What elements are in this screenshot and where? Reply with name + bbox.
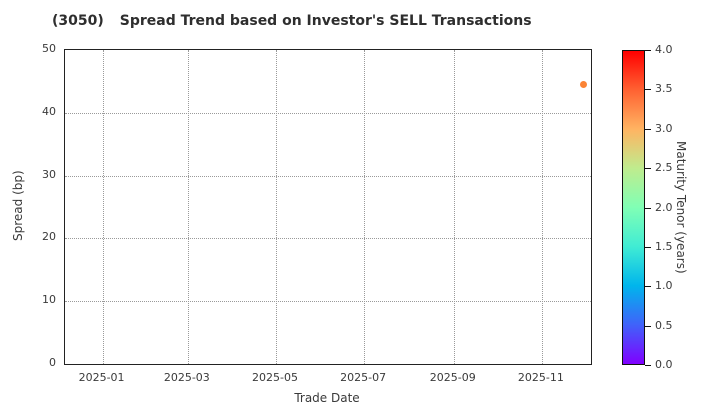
gridline-vertical [541, 50, 543, 364]
gridline-horizontal [65, 175, 591, 177]
colorbar-tick-mark [645, 365, 651, 366]
y-tick-label: 50 [42, 42, 56, 55]
colorbar-tick-mark [645, 50, 651, 51]
colorbar-tick-label: 0.5 [655, 318, 673, 332]
colorbar-tick-mark [645, 89, 651, 91]
gridline-vertical [275, 50, 277, 364]
colorbar-tick-mark [645, 207, 651, 209]
y-tick-label: 10 [42, 293, 56, 307]
colorbar-gradient [623, 51, 644, 364]
chart-title-text: Spread Trend based on Investor's SELL Tr… [119, 13, 532, 29]
y-tick-label: 30 [42, 167, 56, 181]
gridline-vertical [102, 50, 104, 364]
x-tick-label: 2025-05 [251, 371, 298, 384]
colorbar-tick-mark [645, 128, 651, 130]
colorbar-tick-label: 0.0 [655, 358, 673, 371]
chart-title-code: (3050) [52, 13, 104, 29]
colorbar-tick-mark [645, 168, 651, 170]
colorbar-tick-label: 4.0 [655, 43, 673, 56]
colorbar-tick-label: 3.5 [655, 82, 673, 96]
gridline-vertical [364, 50, 366, 364]
colorbar [622, 50, 645, 365]
y-axis-label: Spread (bp) [11, 170, 25, 242]
data-point [580, 81, 588, 89]
x-tick-label: 2025-09 [429, 371, 476, 384]
gridline-vertical [453, 50, 455, 364]
chart-title: (3050) Spread Trend based on Investor's … [52, 13, 532, 29]
colorbar-tick-mark [645, 325, 651, 327]
y-tick-label: 20 [42, 230, 56, 244]
y-tick-label: 40 [42, 104, 56, 118]
x-tick-label: 2025-07 [340, 371, 387, 384]
x-tick-label: 2025-01 [78, 371, 125, 384]
x-tick-label: 2025-11 [517, 371, 564, 384]
colorbar-tick-label: 3.0 [655, 121, 673, 135]
colorbar-label: Maturity Tenor (years) [674, 141, 688, 274]
gridline-vertical [187, 50, 189, 364]
x-tick-label: 2025-03 [163, 371, 210, 384]
gridline-horizontal [65, 301, 591, 303]
colorbar-tick-label: 2.0 [655, 200, 673, 214]
plot-area [64, 49, 592, 365]
colorbar-tick-mark [645, 246, 651, 248]
colorbar-tick-label: 1.0 [655, 279, 673, 293]
gridline-horizontal [65, 238, 591, 240]
gridline-horizontal [65, 112, 591, 114]
y-tick-label: 0 [49, 356, 56, 369]
colorbar-tick-label: 1.5 [655, 239, 673, 253]
x-axis-label: Trade Date [294, 391, 360, 405]
colorbar-tick-mark [645, 286, 651, 288]
colorbar-tick-label: 2.5 [655, 161, 673, 175]
